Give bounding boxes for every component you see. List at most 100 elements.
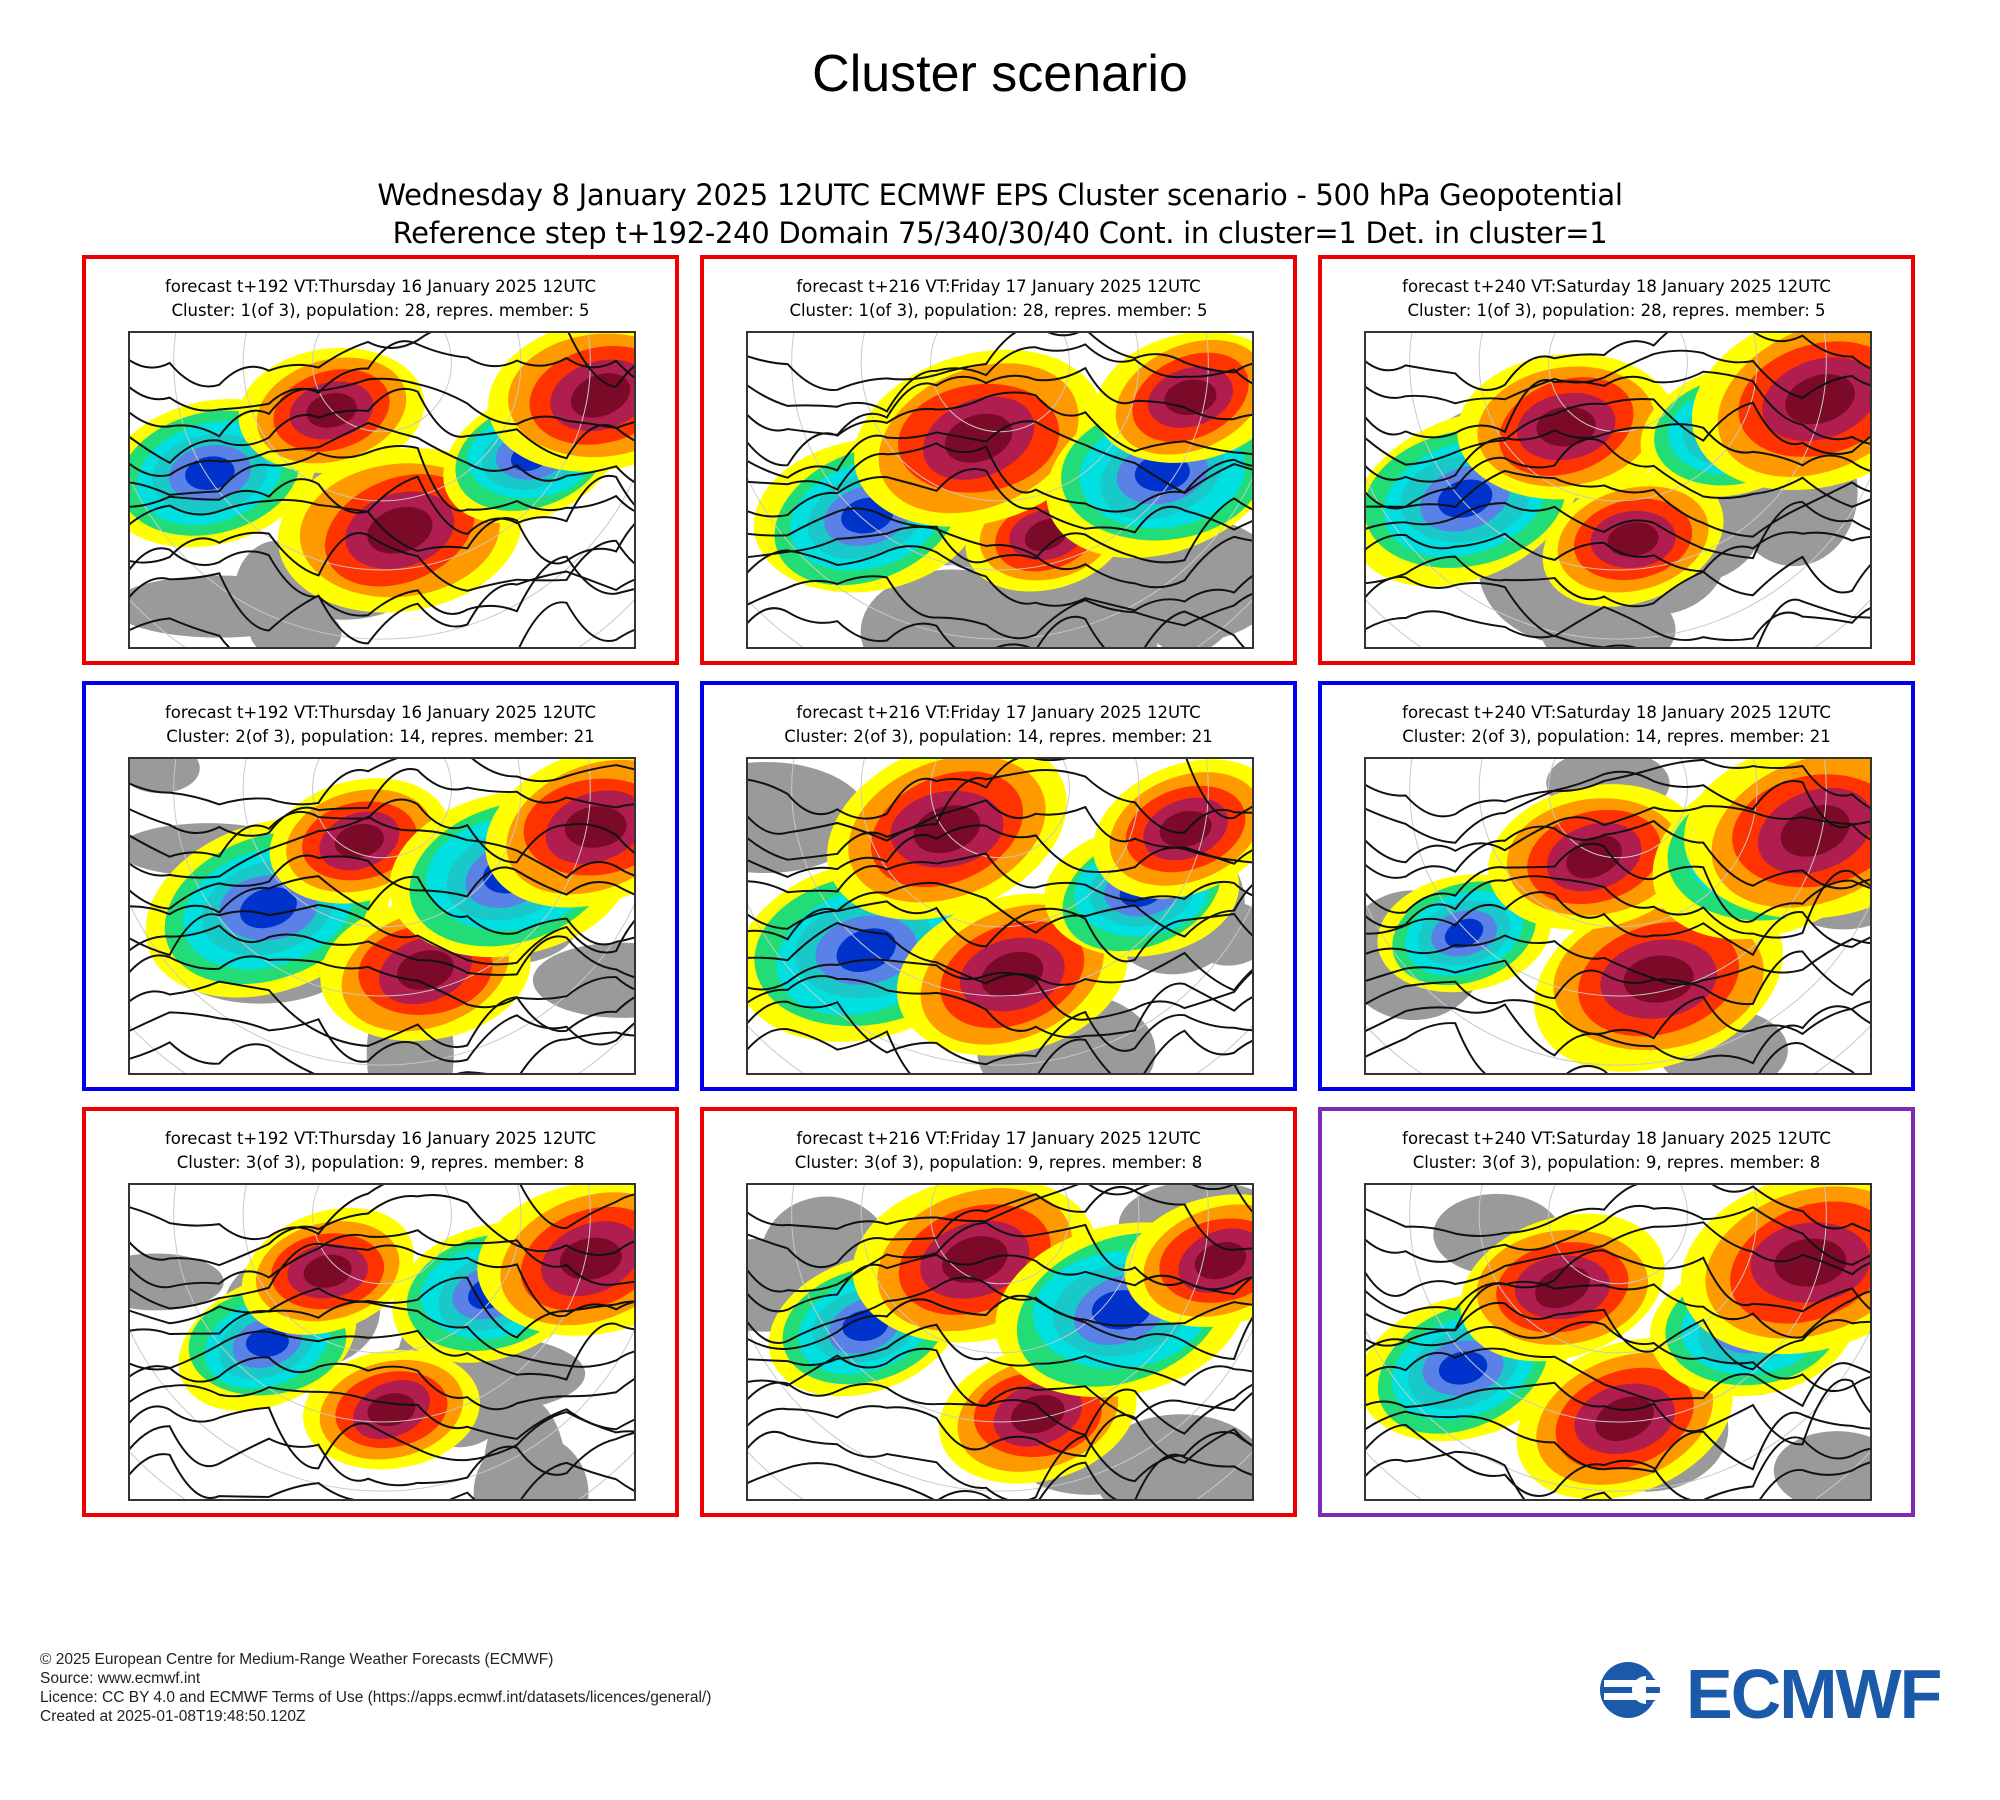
latitude-line (1366, 1329, 1870, 1492)
geopotential-contour (748, 799, 1252, 865)
geopotential-contour (1366, 555, 1870, 608)
geopotential-contour (130, 377, 634, 438)
geopotential-contour (748, 1323, 1252, 1387)
geopotential-contour (1366, 349, 1870, 405)
positive-anomaly-area (1011, 1395, 1065, 1434)
geopotential-contour (130, 570, 634, 645)
positive-anomaly-area (367, 506, 433, 554)
latitude-line (173, 333, 591, 571)
geopotential-contour (130, 1031, 634, 1073)
ecmwf-logo-text: ECMWF (1686, 1655, 1942, 1733)
geopotential-contour (1366, 1450, 1870, 1499)
geopotential-contour (748, 1381, 1252, 1437)
geopotential-map (1364, 331, 1872, 649)
map-canvas (1366, 1185, 1870, 1499)
licence-text: Licence: CC BY 4.0 and ECMWF Terms of Us… (40, 1689, 712, 1706)
geopotential-map (1364, 757, 1872, 1075)
panel-cluster-label: Cluster: 3(of 3), population: 9, repres.… (1412, 1153, 1821, 1172)
geopotential-contour (748, 575, 1252, 640)
geopotential-contour (1366, 333, 1870, 391)
panel-cluster-label: Cluster: 3(of 3), population: 9, repres.… (176, 1153, 585, 1172)
source-text: Source: www.ecmwf.int (40, 1670, 201, 1687)
page-title: Cluster scenario (812, 45, 1188, 103)
latitude-line (1548, 1185, 1688, 1285)
panel-cluster-label: Cluster: 2(of 3), population: 14, repres… (1402, 727, 1831, 746)
geopotential-map (746, 1183, 1254, 1501)
latitude-line (930, 759, 1070, 859)
negative-anomaly-area (245, 1328, 289, 1357)
panel-forecast-label: forecast t+192 VT:Thursday 16 January 20… (164, 703, 597, 722)
geopotential-contour (130, 1453, 634, 1499)
geopotential-contour (1366, 950, 1870, 1006)
map-canvas (748, 333, 1252, 647)
geopotential-contour (748, 769, 1252, 842)
latitude-line (748, 1329, 1252, 1492)
map-canvas (1366, 333, 1870, 647)
geopotential-contour (130, 1300, 634, 1368)
latitude-line (130, 477, 634, 640)
geopotential-contour (748, 607, 1246, 647)
panel-cluster1-t240: forecast t+240 VT:Saturday 18 January 20… (1318, 255, 1915, 665)
map-canvas (1366, 759, 1870, 1073)
geopotential-contour (1366, 819, 1870, 890)
panel-forecast-label: forecast t+216 VT:Friday 17 January 2025… (796, 1129, 1201, 1148)
geopotential-contour (748, 1453, 1252, 1499)
geopotential-contour (748, 1405, 1252, 1464)
geopotential-contour (1366, 1347, 1870, 1408)
geopotential-contour (1366, 370, 1870, 445)
latitude-line (130, 1329, 634, 1492)
geopotential-contour (130, 1242, 634, 1318)
geopotential-contour (130, 421, 634, 484)
panel-cluster1-t216: forecast t+216 VT:Friday 17 January 2025… (700, 255, 1297, 665)
geopotential-contour (1366, 398, 1870, 466)
geopotential-contour (748, 759, 1252, 820)
geopotential-contour (748, 497, 1252, 564)
geopotential-contour (130, 1322, 634, 1381)
geopotential-map (128, 1183, 636, 1501)
land-area (473, 1433, 589, 1499)
panel-forecast-label: forecast t+216 VT:Friday 17 January 2025… (796, 277, 1201, 296)
panel-cluster2-t240: forecast t+240 VT:Saturday 18 January 20… (1318, 681, 1915, 1091)
geopotential-contour (1366, 1321, 1870, 1393)
ecmwf-logo-mark-icon (1600, 1662, 1684, 1718)
negative-anomaly-area (842, 1310, 889, 1342)
geopotential-contour (130, 798, 634, 864)
geopotential-contour (130, 340, 634, 412)
geopotential-contour (130, 1185, 634, 1241)
panel-forecast-label: forecast t+192 VT:Thursday 16 January 20… (164, 277, 597, 296)
geopotential-contour (1366, 1301, 1870, 1371)
map-canvas (130, 759, 634, 1073)
latitude-line (312, 1185, 452, 1285)
geopotential-contour (1366, 531, 1870, 573)
geopotential-map (128, 331, 636, 649)
latitude-line (748, 903, 1252, 1066)
geopotential-contour (1366, 1205, 1870, 1266)
geopotential-contour (748, 1276, 1252, 1344)
geopotential-contour (748, 1294, 1252, 1361)
latitude-line (930, 333, 1070, 433)
geopotential-map (1364, 1183, 1872, 1501)
positive-anomaly-area (944, 413, 1013, 463)
geopotential-contour (1366, 1423, 1870, 1499)
latitude-line (1366, 903, 1870, 1066)
panel-cluster-label: Cluster: 1(of 3), population: 28, repres… (171, 301, 590, 320)
geopotential-contour (1366, 575, 1870, 642)
map-canvas (748, 1185, 1252, 1499)
geopotential-contour (130, 445, 634, 512)
geopotential-contour (130, 531, 634, 592)
geopotential-contour (130, 547, 634, 617)
geopotential-contour (748, 1186, 1252, 1269)
geopotential-map (128, 757, 636, 1075)
geopotential-contour (748, 420, 1252, 495)
panel-cluster-label: Cluster: 2(of 3), population: 14, repres… (784, 727, 1213, 746)
negative-anomaly-area (239, 887, 297, 929)
geopotential-contour (748, 525, 1252, 589)
latitude-line (1409, 1185, 1827, 1423)
geopotential-contour (748, 1185, 1252, 1230)
cluster-panel-grid: forecast t+192 VT:Thursday 16 January 20… (82, 255, 1920, 1517)
panel-cluster3-t240: forecast t+240 VT:Saturday 18 January 20… (1318, 1107, 1915, 1517)
latitude-line (173, 759, 591, 997)
latitude-line (242, 759, 522, 928)
geopotential-contour (748, 975, 1252, 1039)
panel-forecast-label: forecast t+216 VT:Friday 17 January 2025… (796, 703, 1201, 722)
